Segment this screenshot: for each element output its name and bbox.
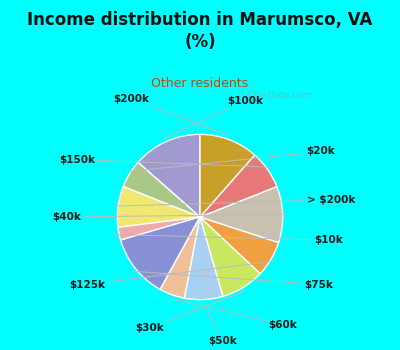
Wedge shape	[121, 217, 200, 289]
Text: $200k: $200k	[114, 94, 231, 136]
Wedge shape	[138, 134, 200, 217]
Wedge shape	[200, 134, 255, 217]
Wedge shape	[117, 187, 200, 228]
Text: $75k: $75k	[132, 271, 333, 289]
Text: $20k: $20k	[126, 147, 335, 172]
Text: $10k: $10k	[115, 234, 343, 245]
Text: $40k: $40k	[52, 212, 287, 222]
Text: > $200k: > $200k	[114, 195, 355, 206]
Wedge shape	[200, 217, 260, 296]
Wedge shape	[160, 217, 200, 298]
Wedge shape	[184, 217, 223, 300]
Wedge shape	[200, 187, 283, 243]
Text: $100k: $100k	[164, 96, 263, 138]
Wedge shape	[200, 155, 277, 217]
Text: $30k: $30k	[135, 291, 245, 333]
Text: Other residents: Other residents	[152, 77, 248, 90]
Wedge shape	[123, 162, 200, 217]
Wedge shape	[200, 217, 279, 274]
Text: $150k: $150k	[59, 155, 271, 167]
Text: ⓘ City-Data.com: ⓘ City-Data.com	[239, 91, 311, 100]
Text: Income distribution in Marumsco, VA
(%): Income distribution in Marumsco, VA (%)	[27, 10, 373, 51]
Text: $50k: $50k	[204, 303, 236, 346]
Wedge shape	[118, 217, 200, 240]
Text: $60k: $60k	[171, 299, 297, 330]
Text: $125k: $125k	[69, 261, 275, 289]
